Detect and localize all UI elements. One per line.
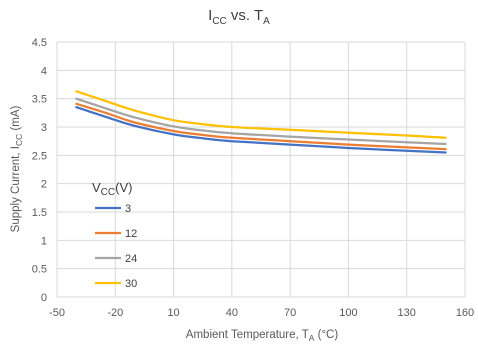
- x-tick-label: 130: [398, 307, 416, 319]
- y-tick-label: 2: [41, 179, 47, 191]
- series-line-3: [75, 106, 447, 154]
- gridlines: [56, 41, 466, 298]
- series-line-30: [75, 90, 447, 139]
- x-tick-label: -50: [49, 307, 65, 319]
- y-tick-label: 1: [41, 235, 47, 247]
- x-tick-label: -20: [107, 307, 123, 319]
- legend-entry-24: 24: [95, 253, 137, 265]
- x-axis-label: Ambient Temperature, TA (°C): [186, 329, 339, 343]
- legend-label: 12: [125, 228, 137, 240]
- y-tick-label: 1.5: [32, 207, 47, 219]
- y-tick-label: 0: [41, 292, 47, 304]
- y-tick-label: 4.5: [32, 37, 47, 49]
- series-line-12: [75, 102, 447, 151]
- y-tick-label: 4: [41, 65, 47, 77]
- y-tick-label: 3.5: [32, 94, 47, 106]
- y-tick-label: 3: [41, 122, 47, 134]
- y-tick-label: 0.5: [32, 264, 47, 276]
- x-tick-label: 70: [284, 307, 296, 319]
- series-lines: [75, 90, 447, 154]
- legend: VCC(V) 3 12 24 30: [92, 180, 137, 290]
- x-tick-label: 100: [339, 307, 357, 319]
- tick-labels: 0 0.5 1 1.5 2 2.5 3 3.5 4 4.5 -50 -20 10 40 70 100 130 16…: [32, 37, 474, 319]
- legend-title: VCC(V): [92, 180, 132, 198]
- legend-label: 30: [125, 278, 137, 290]
- legend-label: 24: [125, 253, 137, 265]
- x-tick-label: 10: [167, 307, 179, 319]
- x-tick-label: 160: [456, 307, 474, 319]
- legend-label: 3: [125, 203, 131, 215]
- y-tick-label: 2.5: [32, 150, 47, 162]
- chart-title: ICC vs. TA: [208, 7, 270, 27]
- x-tick-label: 40: [226, 307, 238, 319]
- legend-entry-30: 30: [95, 278, 137, 290]
- series-line-24: [75, 97, 447, 146]
- y-axis-label: Supply Current, ICC (mA): [10, 105, 24, 232]
- legend-entry-12: 12: [95, 228, 137, 240]
- legend-entry-3: 3: [95, 203, 131, 215]
